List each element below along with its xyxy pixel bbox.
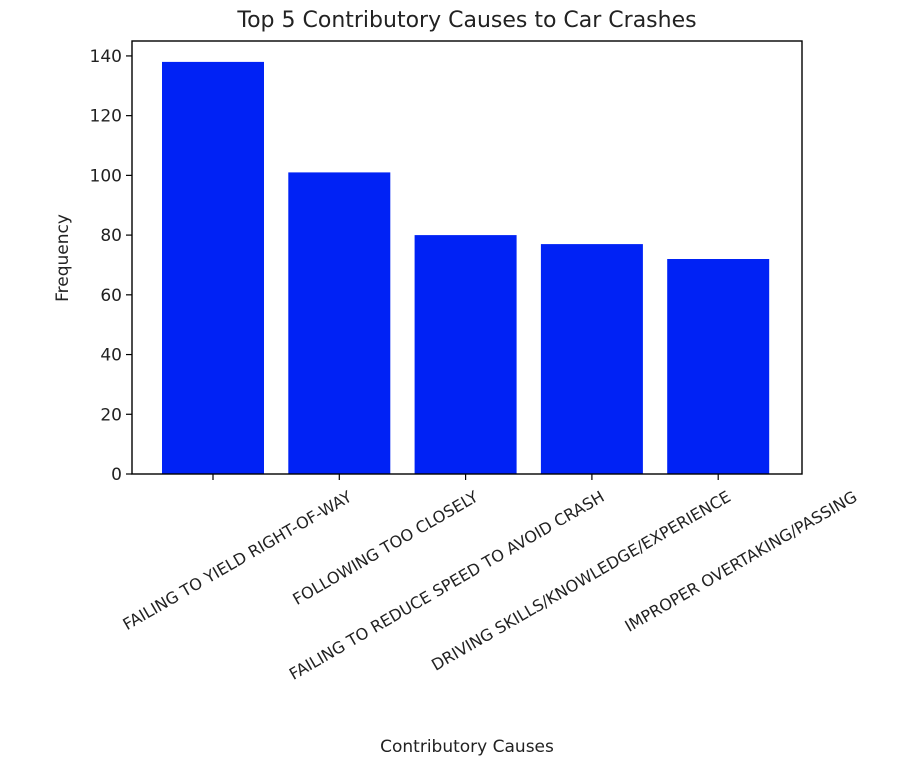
- y-tick-label: 140: [90, 47, 122, 67]
- y-tick-label: 40: [100, 346, 122, 366]
- x-axis-label: Contributory Causes: [380, 737, 554, 757]
- y-tick-label: 120: [90, 107, 122, 127]
- bar: [414, 235, 517, 474]
- y-tick-label: 0: [111, 465, 122, 485]
- y-tick-label: 20: [100, 405, 122, 425]
- bar: [288, 172, 391, 474]
- bar: [162, 61, 264, 475]
- bars-layer: [162, 61, 770, 475]
- y-tick-label: 100: [90, 166, 122, 186]
- bar: [540, 244, 643, 474]
- y-tick-label: 60: [100, 286, 122, 306]
- y-axis-label: Frequency: [53, 214, 73, 302]
- bar: [667, 259, 770, 474]
- chart-title: Top 5 Contributory Causes to Car Crashes: [236, 8, 696, 33]
- y-tick-label: 80: [100, 226, 122, 246]
- y-axis: 0 20 40 60 80 100 120 140: [90, 47, 132, 485]
- plot-frame: [131, 40, 803, 475]
